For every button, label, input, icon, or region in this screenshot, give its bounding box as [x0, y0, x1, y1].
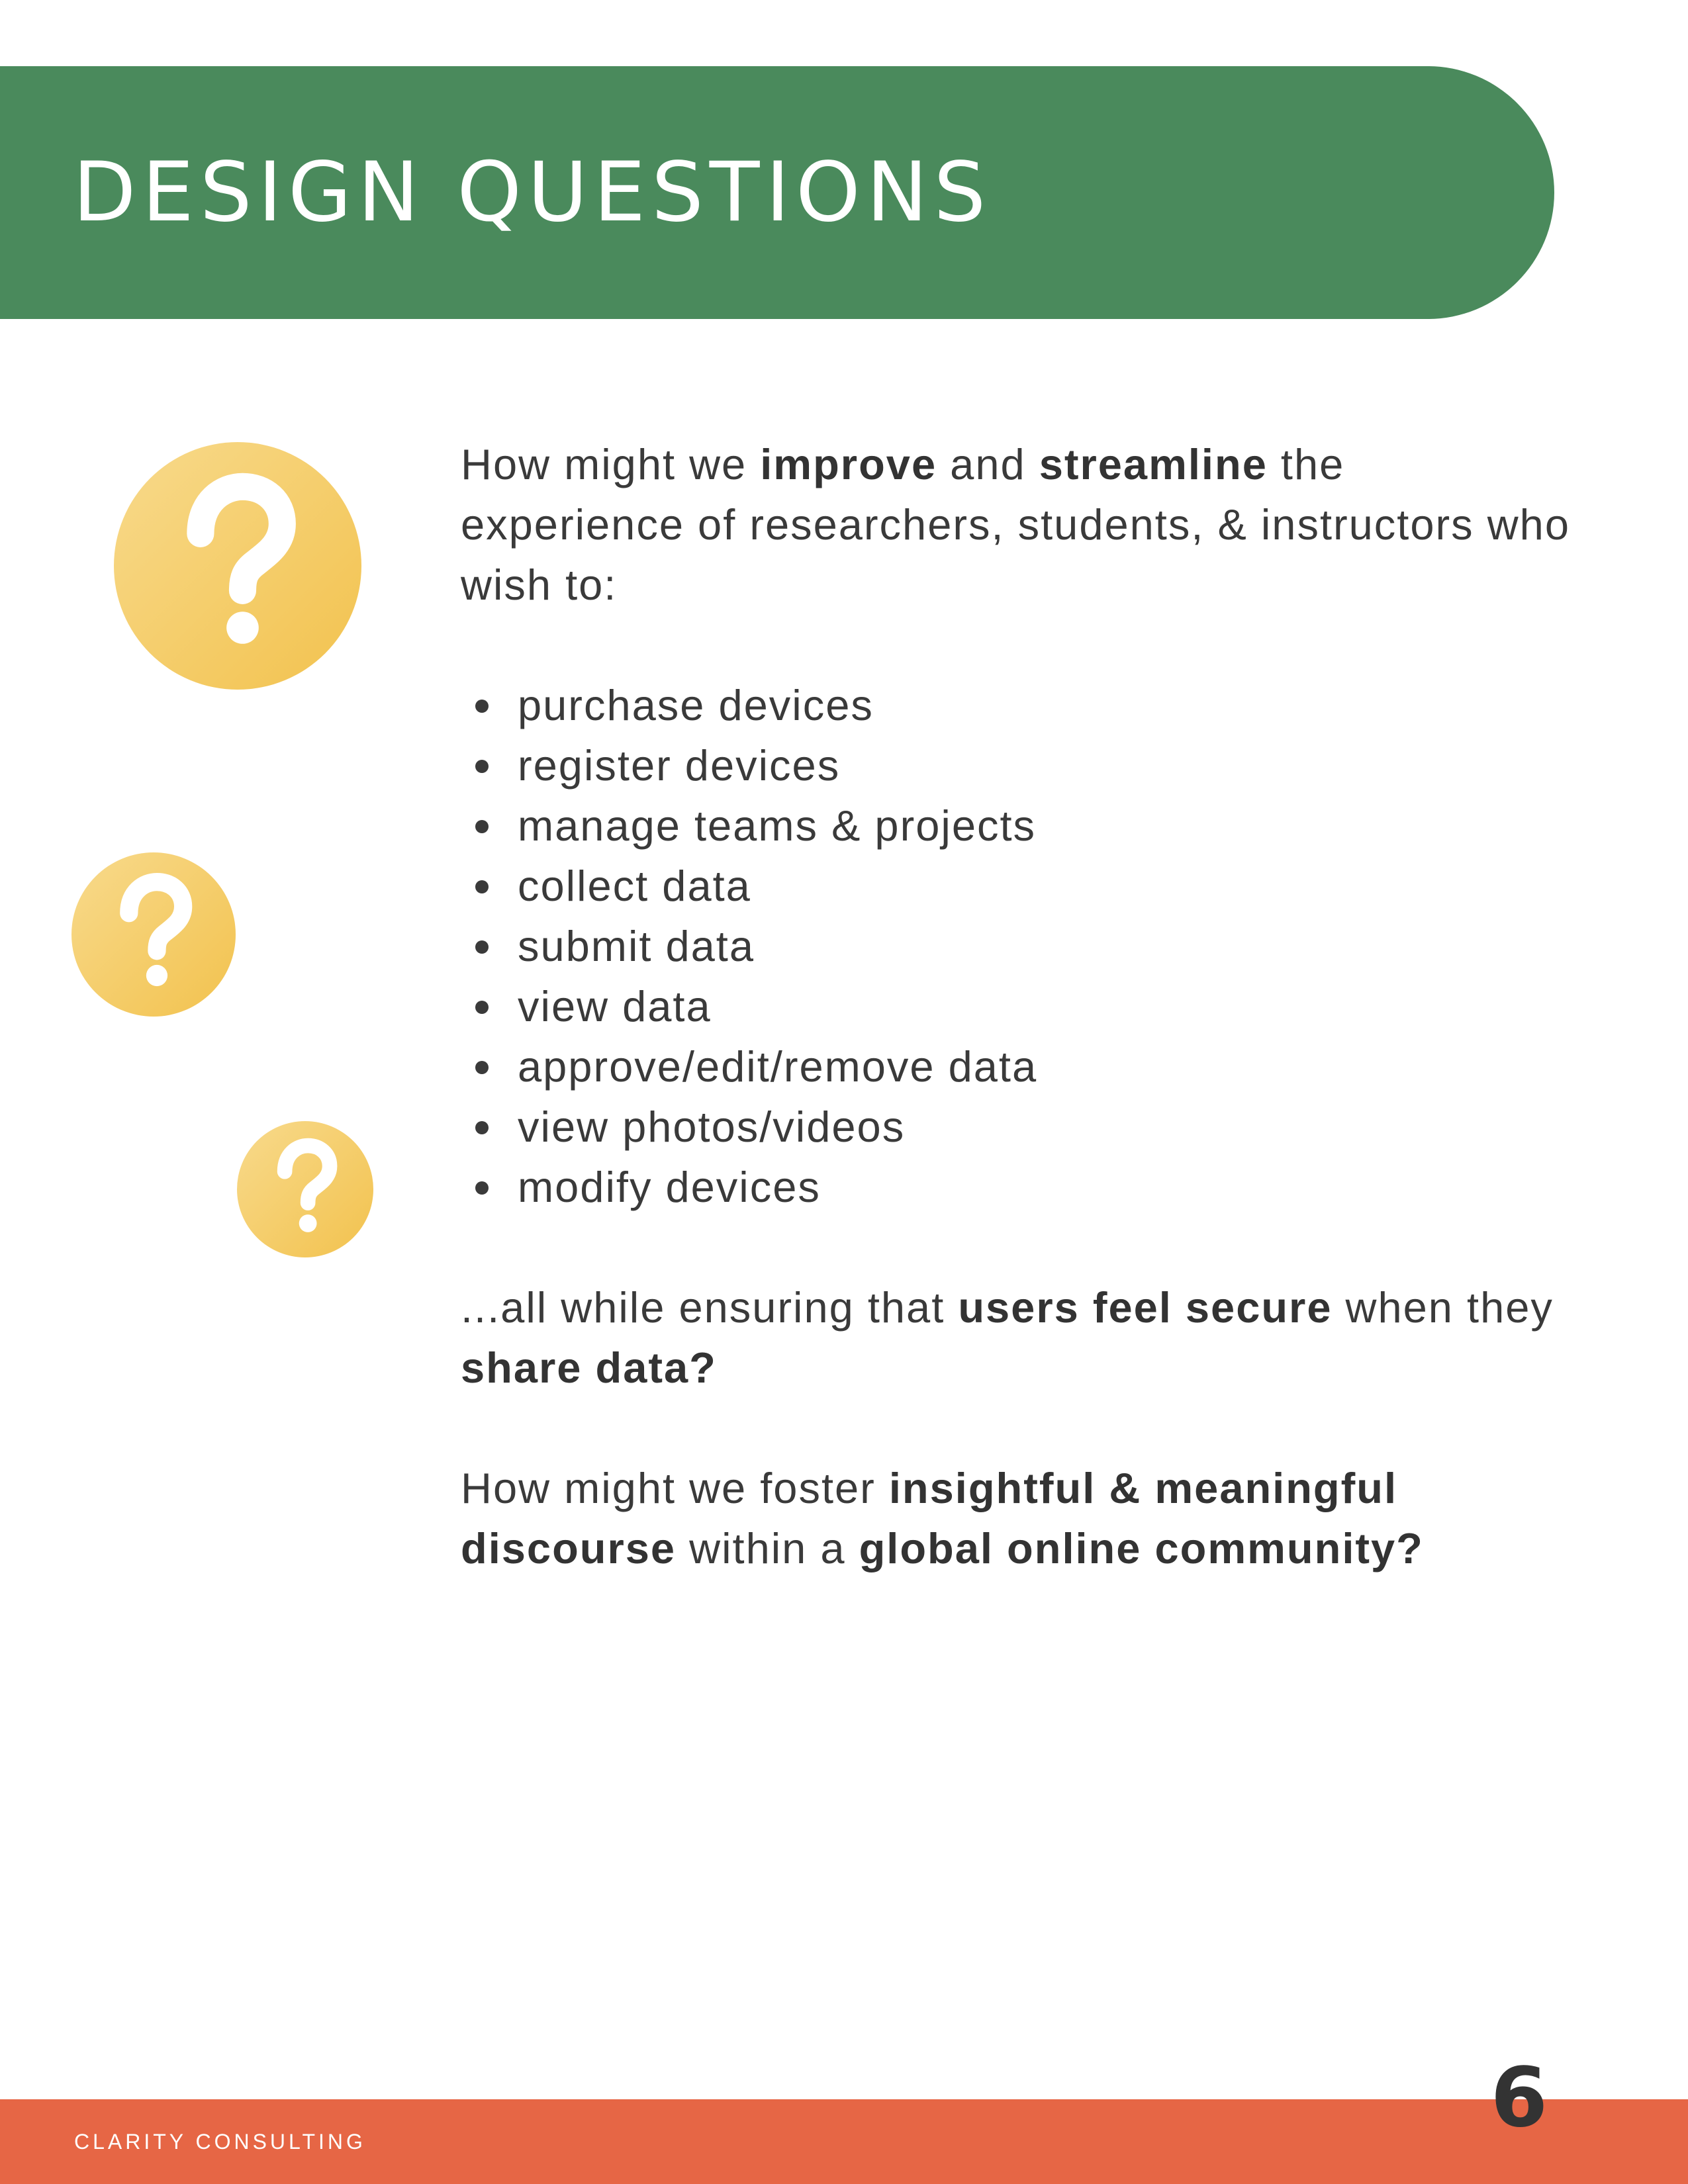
list-item: purchase devices	[461, 675, 1579, 735]
emphasis-streamline: streamline	[1039, 440, 1268, 488]
design-questions-body: How might we improve and streamline the …	[461, 434, 1579, 1578]
list-item: modify devices	[461, 1157, 1579, 1217]
text-run: the experience of researchers, students,…	[461, 440, 1570, 609]
emphasis-improve: improve	[760, 440, 937, 488]
text-run: and	[937, 440, 1039, 488]
question-mark-icon	[187, 473, 296, 644]
text-run: How might we	[461, 440, 761, 488]
list-item: register devices	[461, 735, 1579, 796]
text-run: ...all while ensuring that	[461, 1283, 959, 1332]
list-item: view data	[461, 976, 1579, 1036]
question-2: How might we foster insightful & meaning…	[461, 1458, 1579, 1578]
text-run: within a	[676, 1524, 859, 1572]
emphasis-share-data: share data?	[461, 1343, 717, 1392]
list-item: approve/edit/remove data	[461, 1036, 1579, 1097]
question-1-intro: How might we improve and streamline the …	[461, 434, 1579, 615]
list-item: view photos/videos	[461, 1097, 1579, 1157]
question-mark-icon	[277, 1138, 338, 1232]
text-run: How might we foster	[461, 1464, 889, 1512]
text-run: when they	[1332, 1283, 1554, 1332]
question-mark-icon	[120, 872, 193, 987]
task-list: purchase devices register devices manage…	[461, 675, 1579, 1217]
list-item: submit data	[461, 916, 1579, 976]
list-item: collect data	[461, 856, 1579, 916]
page-number: 6	[1490, 2050, 1548, 2146]
question-1-conclusion: ...all while ensuring that users feel se…	[461, 1277, 1579, 1398]
page-title: DESIGN QUESTIONS	[73, 145, 992, 240]
question-mark-icon-large	[114, 442, 361, 690]
emphasis-global-community: global online community?	[859, 1524, 1424, 1572]
emphasis-users-feel-secure: users feel secure	[958, 1283, 1333, 1332]
question-mark-icon-medium	[71, 852, 236, 1017]
footer-band	[0, 2099, 1688, 2184]
footer-brand: CLARITY CONSULTING	[74, 2129, 366, 2154]
header-band	[0, 66, 1554, 319]
list-item: manage teams & projects	[461, 796, 1579, 856]
emphasis-discourse: insightful & meaningful discourse	[461, 1464, 1398, 1572]
question-mark-icon-small	[237, 1121, 373, 1257]
